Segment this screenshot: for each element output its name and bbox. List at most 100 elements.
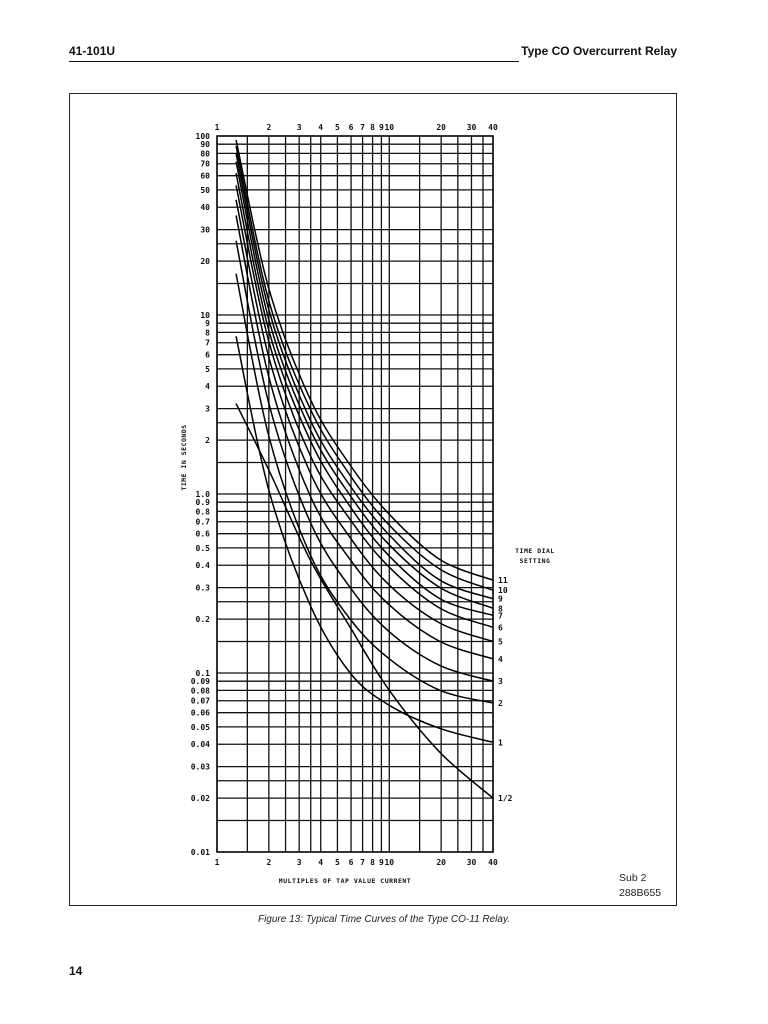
x-tick-label-top: 20: [436, 123, 446, 132]
y-tick-label: 9: [205, 319, 210, 328]
plot-border: [216, 135, 494, 853]
time-dial-curve-1-2: [235, 403, 494, 799]
y-tick-label: 0.01: [191, 848, 210, 857]
x-tick-label: 1: [215, 858, 220, 867]
y-tick-label: 40: [200, 203, 210, 212]
legend-title: SETTING: [520, 557, 551, 565]
time-dial-curve-5: [235, 199, 494, 643]
y-tick-label: 0.8: [196, 507, 211, 516]
x-tick-label: 4: [318, 858, 323, 867]
y-tick-label: 0.06: [191, 709, 210, 718]
x-tick-label: 5: [335, 858, 340, 867]
y-tick-label: 0.09: [191, 677, 210, 686]
y-axis-title: TIME IN SECONDS: [180, 424, 188, 490]
y-tick-label: 6: [205, 351, 210, 360]
x-axis-title: MULTIPLES OF TAP VALUE CURRENT: [279, 877, 411, 885]
time-dial-curve-6: [235, 185, 494, 629]
time-dial-curve-8: [235, 161, 494, 609]
y-tick-label: 80: [200, 149, 210, 158]
legend-title: TIME DIAL: [515, 547, 555, 555]
x-tick-label: 2: [266, 858, 271, 867]
y-tick-label: 60: [200, 172, 210, 181]
curve-label: 7: [498, 611, 503, 620]
x-tick-label: 20: [436, 858, 446, 867]
x-tick-label-top: 9: [379, 123, 384, 132]
curve-label: 1: [498, 738, 503, 747]
x-tick-label: 10: [384, 858, 394, 867]
y-tick-label: 0.3: [196, 584, 211, 593]
drawing-reference: Sub 2 288B655: [619, 871, 661, 901]
curve-label: 2: [498, 699, 503, 708]
x-tick-label: 3: [297, 858, 302, 867]
figure-frame: [69, 93, 677, 906]
y-tick-label: 0.05: [191, 723, 210, 732]
y-tick-label: 0.02: [191, 794, 210, 803]
y-tick-label: 10: [200, 311, 210, 320]
x-tick-label-top: 4: [318, 123, 323, 132]
x-tick-label-top: 3: [297, 123, 302, 132]
y-tick-label: 5: [205, 365, 210, 374]
curve-label: 1/2: [498, 794, 513, 803]
y-tick-label: 70: [200, 160, 210, 169]
y-tick-label: 4: [205, 382, 210, 391]
curve-label: 4: [498, 655, 503, 664]
x-tick-label: 30: [467, 858, 477, 867]
y-tick-label: 100: [196, 132, 211, 141]
x-tick-label-top: 2: [266, 123, 271, 132]
x-tick-label: 6: [349, 858, 354, 867]
document-number: 41-101U: [69, 44, 116, 58]
x-tick-label-top: 8: [370, 123, 375, 132]
chart-curves: [235, 139, 494, 799]
curve-label: 5: [498, 637, 503, 646]
x-tick-label: 9: [379, 858, 384, 867]
time-dial-curve-3: [235, 240, 494, 682]
header-rule: [69, 61, 519, 62]
page-number: 14: [69, 964, 83, 978]
drawing-number: 288B655: [619, 887, 662, 899]
y-tick-label: 0.1: [196, 669, 211, 678]
y-tick-label: 0.6: [196, 530, 211, 539]
x-tick-label-top: 6: [349, 123, 354, 132]
y-tick-label: 0.7: [196, 518, 211, 527]
y-tick-label: 2: [205, 436, 210, 445]
x-tick-label-top: 30: [467, 123, 477, 132]
time-dial-curve-11: [235, 139, 494, 581]
y-tick-label: 90: [200, 140, 210, 149]
y-tick-label: 8: [205, 328, 210, 337]
curve-label: 9: [498, 595, 503, 604]
y-tick-label: 0.04: [191, 740, 210, 749]
y-tick-label: 50: [200, 186, 210, 195]
x-tick-label: 40: [488, 858, 498, 867]
curve-label: 8: [498, 604, 503, 613]
y-tick-label: 0.08: [191, 686, 210, 695]
y-tick-label: 20: [200, 257, 210, 266]
time-dial-curve-1: [235, 336, 494, 744]
y-tick-label: 7: [205, 339, 210, 348]
y-tick-label: 1.0: [196, 490, 211, 499]
x-tick-label-top: 10: [384, 123, 394, 132]
curve-label: 11: [498, 576, 508, 585]
time-dial-curve-7: [235, 173, 494, 617]
time-dial-curve-9: [235, 153, 494, 600]
curve-label: 6: [498, 623, 503, 632]
x-tick-label-top: 40: [488, 123, 498, 132]
y-tick-label: 0.9: [196, 498, 211, 507]
y-tick-label: 0.03: [191, 763, 210, 772]
time-dial-curve-4: [235, 215, 494, 660]
y-tick-label: 0.07: [191, 697, 210, 706]
x-tick-label-top: 1: [215, 123, 220, 132]
x-tick-label: 8: [370, 858, 375, 867]
figure-caption: Figure 13: Typical Time Curves of the Ty…: [257, 914, 511, 925]
document-title: Type CO Overcurrent Relay: [521, 44, 677, 58]
x-tick-label: 7: [360, 858, 365, 867]
time-dial-curve-2: [235, 273, 494, 704]
y-tick-label: 0.4: [196, 561, 211, 570]
x-tick-label-top: 5: [335, 123, 340, 132]
time-dial-curve-10: [235, 145, 494, 591]
y-tick-label: 3: [205, 405, 210, 414]
curve-label: 10: [498, 586, 508, 595]
curve-label: 3: [498, 677, 503, 686]
chart-labels: 1122334455667788991010202030304040100908…: [180, 123, 555, 885]
x-tick-label-top: 7: [360, 123, 365, 132]
sub-revision: Sub 2: [619, 872, 647, 884]
